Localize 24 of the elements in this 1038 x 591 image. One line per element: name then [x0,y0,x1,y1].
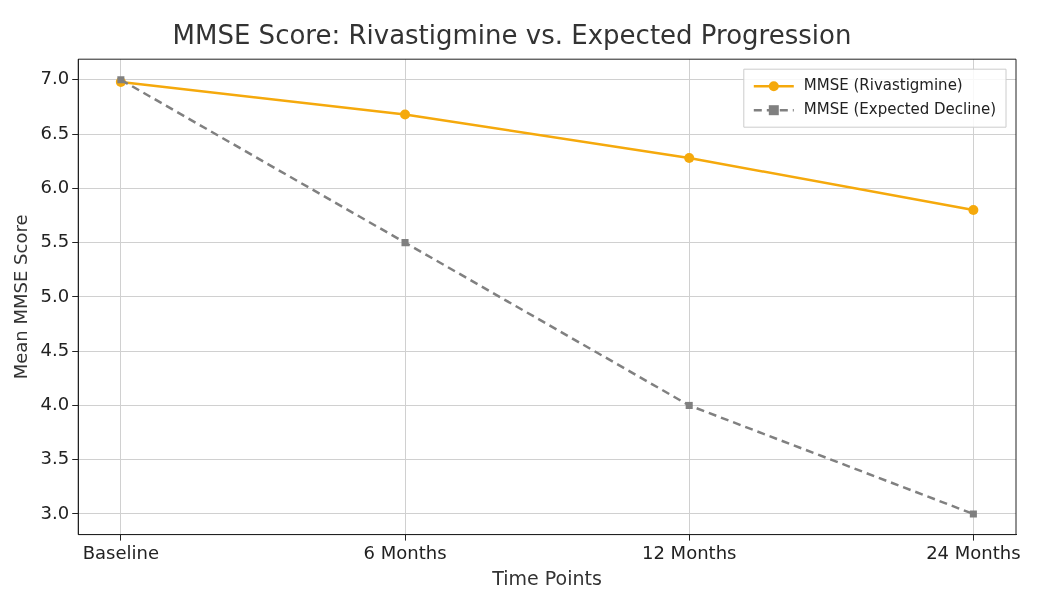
point [400,109,411,120]
y-tick-label: 6.5 [40,121,70,143]
point [968,205,979,216]
x-axis-title: Time Points [491,566,602,589]
y-tick-label: 3.0 [40,501,70,523]
point [969,510,977,518]
y-tick-label: 5.0 [40,284,70,306]
y-tick-label: 6.0 [40,176,70,198]
chart-title: MMSE Score: Rivastigmine vs. Expected Progression [172,20,852,51]
point [684,152,695,163]
point [685,401,693,409]
y-tick-label: 7.0 [40,67,70,89]
x-tick-label: 6 Months [363,542,447,564]
legend-label: MMSE (Rivastigmine) [803,76,963,95]
legend-label: MMSE (Expected Decline) [803,100,996,119]
point [401,239,409,247]
x-tick-label: 24 Months [926,542,1021,564]
x-tick-label: Baseline [82,542,160,564]
y-tick-label: 4.0 [40,393,70,415]
y-tick-label: 4.5 [40,338,70,360]
y-tick-label: 5.5 [40,230,70,252]
y-tick-label: 3.5 [40,447,70,469]
x-tick-label: 12 Months [641,542,737,564]
y-axis-title: Mean MMSE Score [10,214,32,380]
